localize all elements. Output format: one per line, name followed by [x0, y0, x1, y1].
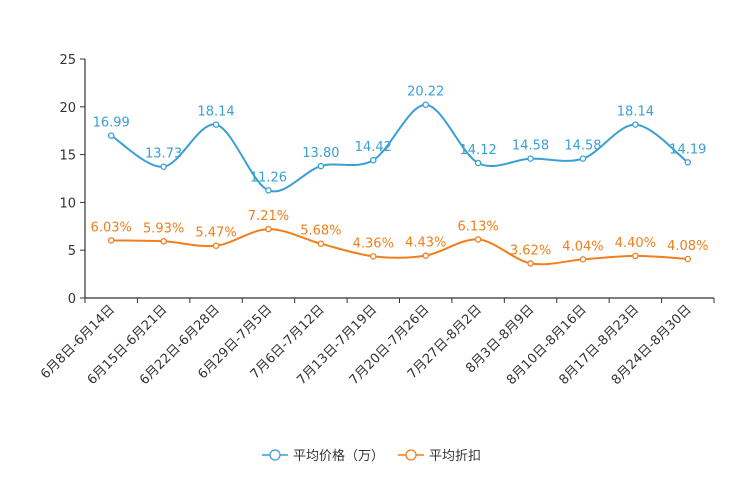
- series-line-1: [110, 103, 689, 193]
- data-point[interactable]: [684, 159, 692, 166]
- data-label: 4.08%: [667, 239, 708, 254]
- data-label: 4.43%: [405, 236, 446, 251]
- y-tick-label: 5: [68, 244, 76, 259]
- data-label: 4.36%: [353, 236, 394, 251]
- data-label: 14.58: [564, 139, 601, 154]
- data-label: 18.14: [197, 105, 234, 120]
- data-point[interactable]: [265, 225, 272, 233]
- data-point[interactable]: [160, 163, 167, 170]
- data-point[interactable]: [370, 156, 377, 164]
- data-point[interactable]: [317, 162, 325, 170]
- data-label: 7.21%: [248, 209, 289, 224]
- data-point[interactable]: [107, 132, 115, 139]
- data-point[interactable]: [474, 236, 482, 243]
- data-point[interactable]: [317, 240, 325, 247]
- data-label: 5.68%: [300, 224, 341, 239]
- data-point[interactable]: [212, 121, 220, 128]
- y-tick-label: 20: [59, 101, 76, 116]
- data-label: 11.26: [250, 170, 287, 185]
- data-point[interactable]: [107, 237, 115, 244]
- series-line-2: [111, 228, 688, 266]
- data-point[interactable]: [212, 242, 220, 249]
- y-tick-label: 25: [59, 53, 76, 68]
- y-tick-label: 0: [68, 292, 76, 307]
- data-point[interactable]: [527, 155, 534, 162]
- data-point[interactable]: [422, 101, 429, 108]
- data-label: 4.04%: [562, 239, 603, 254]
- data-point[interactable]: [265, 187, 272, 194]
- data-label: 14.58: [512, 139, 549, 154]
- data-label: 5.93%: [143, 221, 184, 236]
- y-tick-label: 10: [59, 196, 76, 211]
- data-point[interactable]: [632, 121, 639, 128]
- data-label: 16.99: [93, 116, 130, 131]
- data-point[interactable]: [579, 256, 587, 263]
- data-point[interactable]: [527, 260, 534, 267]
- data-point[interactable]: [474, 159, 482, 167]
- data-label: 3.62%: [510, 243, 551, 258]
- data-label: 5.47%: [195, 226, 236, 241]
- data-label: 18.14: [617, 105, 654, 120]
- legend-marker-2: [405, 449, 417, 461]
- data-point[interactable]: [422, 252, 429, 259]
- data-label: 14.42: [355, 140, 392, 155]
- data-label: 20.22: [407, 85, 444, 100]
- data-label: 13.80: [302, 146, 339, 161]
- data-label: 4.40%: [615, 236, 656, 251]
- legend-label-2[interactable]: 平均折扣: [429, 449, 481, 464]
- data-label: 6.13%: [457, 219, 498, 234]
- y-tick-label: 15: [59, 149, 76, 164]
- data-label: 14.12: [460, 143, 497, 158]
- data-point[interactable]: [370, 253, 377, 260]
- legend-marker-1: [269, 449, 281, 461]
- data-point[interactable]: [579, 155, 587, 162]
- data-label: 13.73: [145, 147, 182, 162]
- data-label: 6.03%: [91, 220, 132, 235]
- data-point[interactable]: [684, 255, 692, 263]
- data-label: 14.19: [669, 142, 706, 157]
- legend-label-1[interactable]: 平均价格（万）: [293, 448, 384, 464]
- data-point[interactable]: [632, 252, 639, 260]
- data-point[interactable]: [160, 238, 167, 245]
